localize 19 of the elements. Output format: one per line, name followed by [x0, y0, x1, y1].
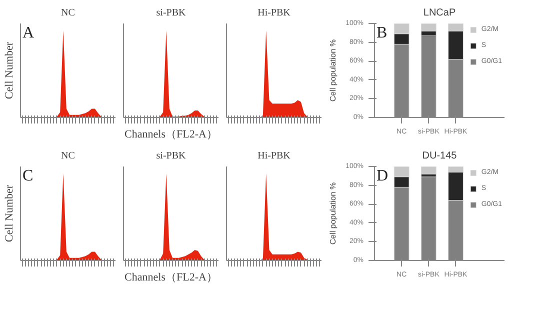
bar: [420, 166, 436, 174]
y-axis-title: Cell Number: [4, 184, 16, 242]
annotation: A: [22, 24, 34, 42]
chart-title: si-PBK: [156, 8, 187, 18]
chart-title: NC: [61, 8, 76, 18]
chart-title: LNCaP: [423, 8, 456, 18]
chart-title: Hi-PBK: [258, 8, 292, 18]
x-axis-title: Channels（FL2-A）: [124, 272, 218, 284]
text: B: [376, 24, 388, 42]
chart-title: si-PBK: [156, 150, 187, 162]
chart-title: Hi-PBK: [258, 150, 292, 162]
chart-title: NC: [61, 150, 76, 162]
annotation: D: [376, 168, 388, 184]
chart-title: DU-145: [422, 150, 458, 162]
y-axis-title: Cell Number: [4, 42, 16, 100]
y-axis-title: Cell population %: [328, 182, 338, 245]
x-axis-title: Channels（FL2-A）: [124, 128, 218, 140]
y-axis-title: Cell population %: [328, 39, 338, 102]
annotation: C: [22, 168, 34, 184]
